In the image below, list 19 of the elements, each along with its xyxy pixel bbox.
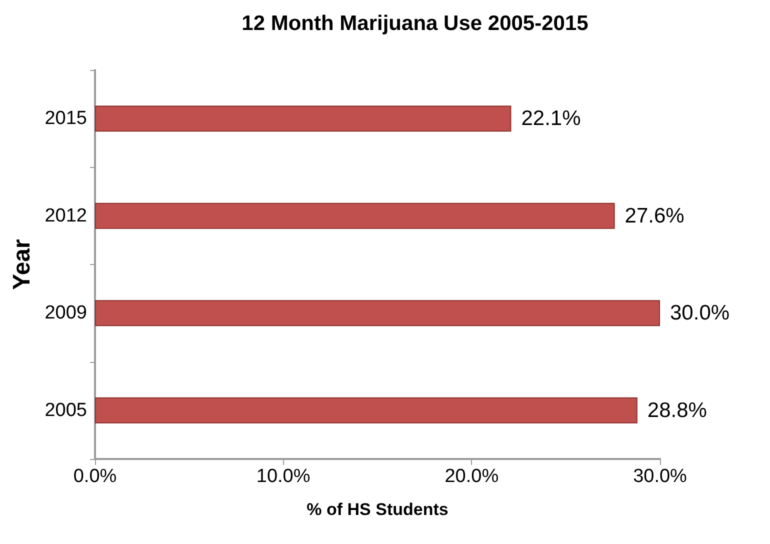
data-label: 22.1% (521, 107, 581, 130)
data-label: 30.0% (670, 302, 730, 325)
bar (95, 106, 512, 132)
x-axis-title: % of HS Students (306, 500, 448, 519)
x-tick-label: 30.0% (633, 466, 688, 487)
x-tick-label: 20.0% (444, 466, 499, 487)
bar (95, 202, 615, 229)
x-tick-label: 10.0% (256, 466, 310, 487)
chart-title: 12 Month Marijuana Use 2005-2015 (242, 12, 589, 35)
bar (95, 397, 638, 424)
bar (95, 300, 660, 326)
data-label: 28.8% (647, 398, 707, 422)
y-tick-label: 2015 (44, 108, 87, 130)
x-tick-label: 0.0% (73, 466, 117, 487)
y-tick-label: 2009 (44, 302, 87, 324)
data-label: 27.6% (624, 204, 684, 228)
y-axis-title: Year (8, 239, 36, 290)
y-tick-label: 2005 (44, 400, 87, 421)
y-tick-label: 2012 (44, 205, 87, 226)
